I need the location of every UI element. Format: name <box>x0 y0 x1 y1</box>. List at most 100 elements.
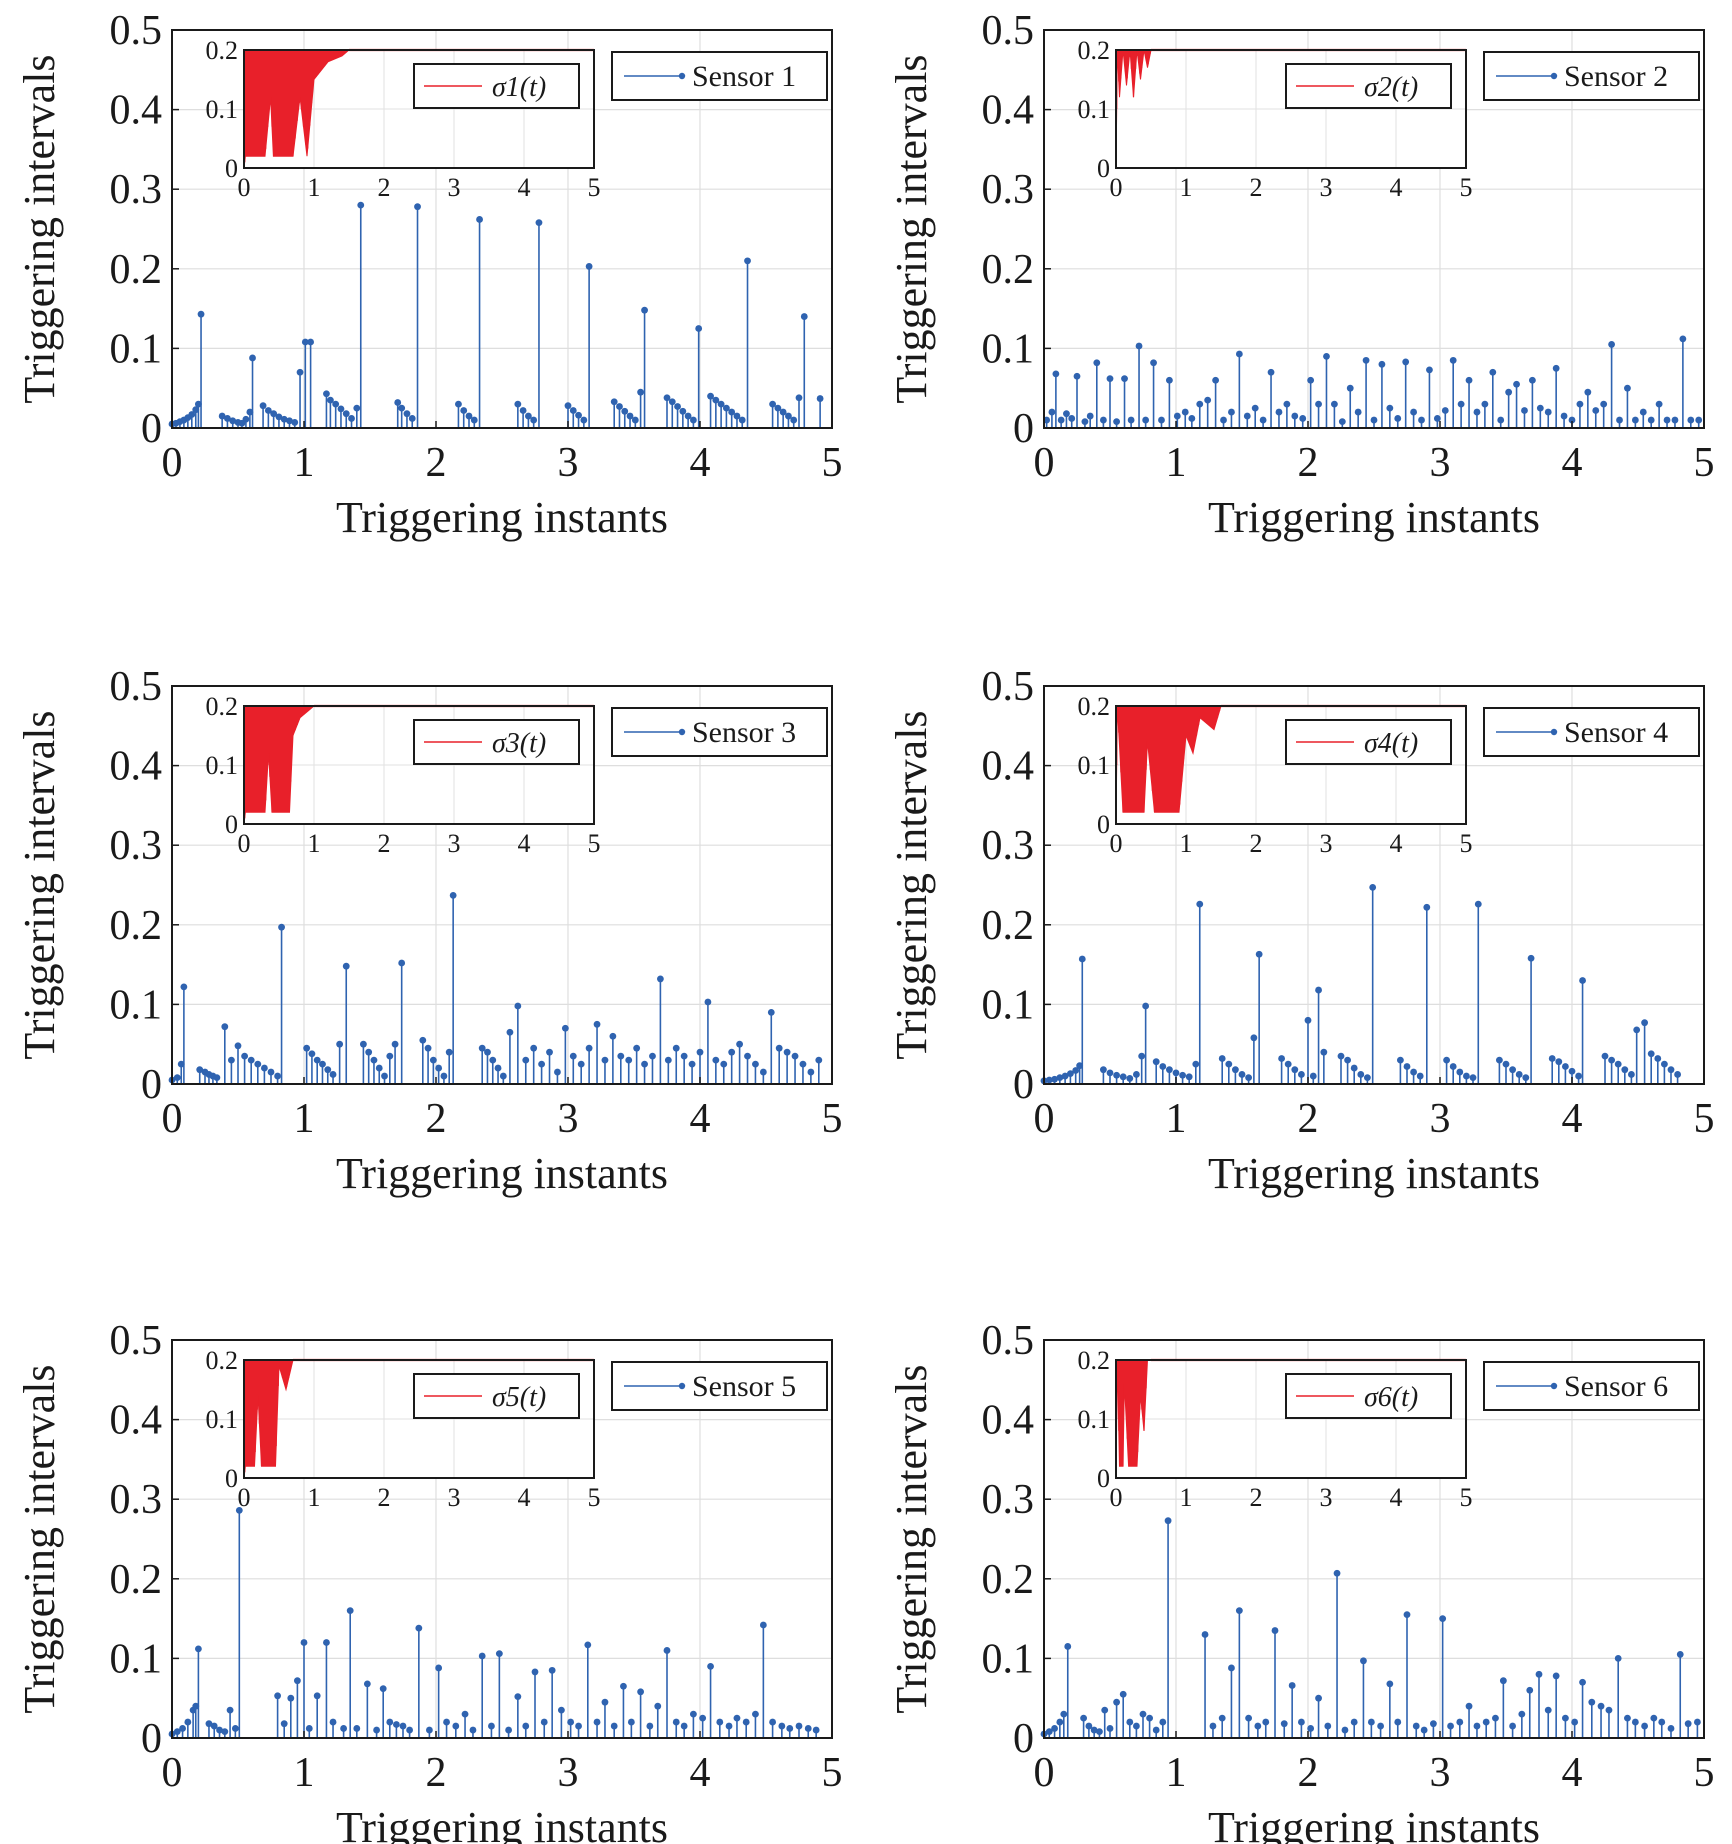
stem-marker <box>1469 1074 1477 1082</box>
stem-marker <box>1473 408 1481 416</box>
stem-marker <box>631 416 639 424</box>
stem-marker <box>319 1060 326 1068</box>
stem-marker <box>173 1074 181 1082</box>
stem-marker <box>1370 416 1378 424</box>
stem-marker <box>1048 408 1056 416</box>
y-tick-label: 0.1 <box>110 326 163 372</box>
stem-marker <box>564 402 572 410</box>
inset-x-tick-label: 0 <box>1110 173 1123 202</box>
stem-marker <box>1185 1073 1193 1081</box>
stem-marker <box>807 1068 815 1076</box>
stem-marker <box>1552 1672 1560 1680</box>
stem-marker <box>1152 1726 1160 1734</box>
y-tick-label: 0.5 <box>110 664 163 710</box>
inset-frame <box>1115 705 1467 825</box>
stem-marker <box>775 1044 783 1052</box>
stem-marker <box>1159 1063 1167 1070</box>
stem-marker <box>593 1718 601 1726</box>
stem-marker <box>690 416 697 424</box>
stem-marker <box>1288 1682 1296 1689</box>
inset-y-tick-label: 0.1 <box>1078 95 1111 124</box>
stem-marker <box>1228 1664 1235 1672</box>
stem-marker <box>1552 364 1560 372</box>
stem-marker <box>633 1044 641 1052</box>
stem-marker <box>561 1024 569 1032</box>
stem-marker <box>313 1056 321 1064</box>
stem-marker <box>575 411 582 419</box>
y-tick-label: 0.3 <box>982 1477 1035 1523</box>
stem-marker <box>1465 1702 1473 1710</box>
stem-marker <box>716 1718 724 1726</box>
stem-marker <box>249 354 256 362</box>
stem-marker <box>1650 1714 1658 1722</box>
x-tick-label: 5 <box>1694 440 1715 486</box>
stem-marker <box>1142 1002 1150 1010</box>
stem-marker <box>484 1048 491 1056</box>
stem-marker <box>668 398 676 406</box>
y-tick-label: 0.5 <box>982 1318 1035 1364</box>
stem-marker <box>1535 1670 1543 1678</box>
stem-marker <box>1447 1722 1454 1730</box>
stem-marker <box>346 1607 354 1615</box>
x-tick-label: 0 <box>162 440 183 486</box>
legend-swatch-marker <box>1550 72 1558 80</box>
stem-marker <box>585 263 593 270</box>
stem-marker <box>733 412 741 420</box>
inset-y-tick-label: 0 <box>225 1464 238 1493</box>
y-tick-label: 0 <box>1013 1062 1034 1108</box>
y-tick-label: 0.5 <box>110 1318 163 1364</box>
stem-marker <box>296 368 304 376</box>
stem-marker <box>287 1694 295 1702</box>
y-axis-label: Triggering intervals <box>887 54 936 403</box>
stem-marker <box>795 1722 803 1730</box>
stem-marker <box>1341 1726 1349 1734</box>
stem-marker <box>1166 1066 1173 1074</box>
stem-marker <box>452 1722 460 1730</box>
stem-marker <box>1113 1698 1120 1706</box>
stem-marker <box>1309 1072 1317 1080</box>
stem-marker <box>1235 1607 1243 1615</box>
stem-marker <box>1085 1722 1093 1730</box>
stem-marker <box>414 203 421 211</box>
inset-x-tick-label: 3 <box>448 829 461 858</box>
stem-marker <box>1605 1706 1613 1714</box>
x-axis-label: Triggering instants <box>1208 493 1540 542</box>
stem-marker <box>617 1052 625 1060</box>
stem-marker <box>684 412 692 420</box>
stem-marker <box>393 1721 400 1728</box>
inset-x-tick-label: 2 <box>1250 173 1263 202</box>
stem-marker <box>1333 1569 1341 1577</box>
stem-marker <box>494 1064 502 1072</box>
x-tick-label: 4 <box>690 1096 711 1142</box>
inset-legend-label: σ4(t) <box>1364 728 1418 759</box>
inset-x-tick-label: 5 <box>588 829 601 858</box>
x-tick-label: 4 <box>690 1750 711 1796</box>
x-tick-label: 1 <box>294 1750 315 1796</box>
stem-marker <box>723 404 730 412</box>
axes-frame <box>1043 1339 1705 1739</box>
stem-marker <box>213 1074 221 1082</box>
stem-marker <box>336 1040 344 1048</box>
stem-marker <box>752 1060 759 1068</box>
inset-legend-label: σ2(t) <box>1364 72 1418 103</box>
stem-marker <box>1283 400 1291 408</box>
stem-marker <box>1072 1067 1080 1074</box>
stem-marker <box>1350 1064 1358 1072</box>
stem-marker <box>1138 1052 1146 1060</box>
stem-marker <box>601 1698 609 1706</box>
stem-marker <box>1362 356 1370 364</box>
stem-marker <box>465 412 473 420</box>
stem-marker <box>531 1668 539 1676</box>
stem-marker <box>259 402 267 410</box>
y-tick-label: 0.2 <box>982 1557 1035 1603</box>
stem-marker <box>323 390 330 398</box>
stem-marker <box>499 1072 507 1080</box>
stem-marker <box>1225 1060 1233 1068</box>
inset-x-tick-label: 0 <box>238 173 251 202</box>
stem-marker <box>1255 950 1263 958</box>
stem-marker <box>525 412 532 420</box>
stem-marker <box>1181 408 1189 416</box>
x-tick-label: 3 <box>558 1096 579 1142</box>
stem-marker <box>627 1718 635 1726</box>
stem-marker <box>535 219 543 227</box>
